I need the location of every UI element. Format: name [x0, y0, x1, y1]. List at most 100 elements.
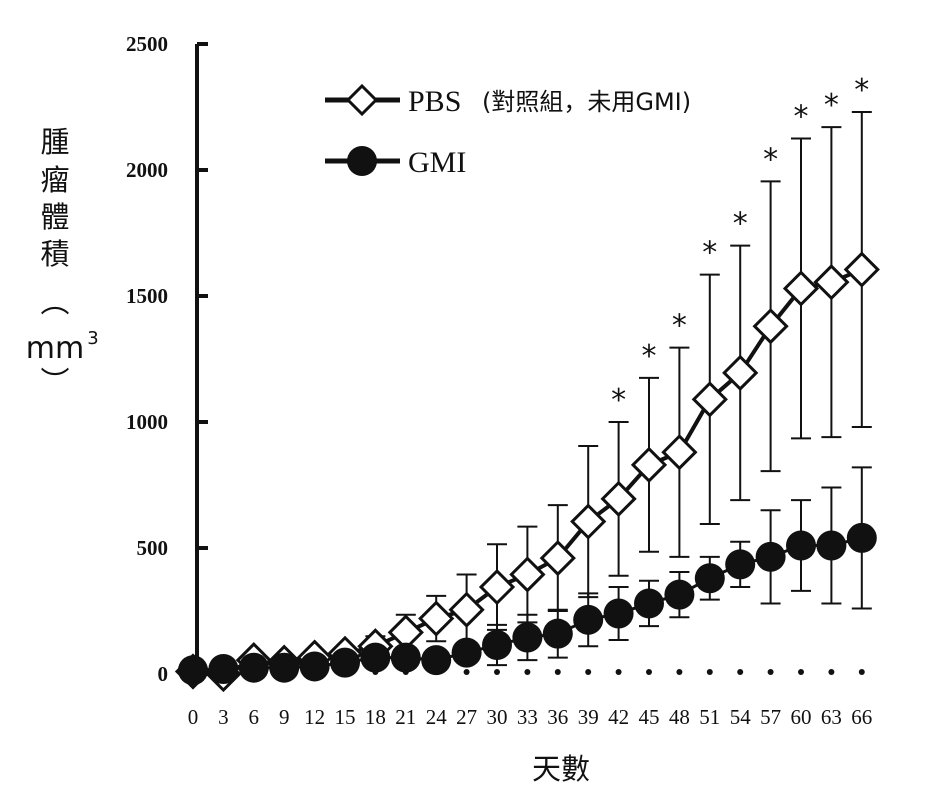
y-axis-title-char: 積 — [40, 237, 69, 271]
x-tick-mark — [554, 669, 561, 675]
data-point — [725, 549, 756, 580]
x-tick-mark — [676, 669, 683, 675]
x-tick-mark — [646, 669, 652, 675]
data-point — [448, 591, 485, 628]
x-tick-label: 36 — [547, 705, 568, 729]
significance-star: * — [672, 309, 687, 344]
x-tick-mark — [463, 669, 470, 675]
series-gmi — [178, 466, 877, 686]
data-point — [691, 381, 728, 418]
data-point — [755, 541, 786, 572]
data-point — [630, 446, 668, 483]
x-tick-mark — [767, 669, 774, 675]
data-point — [661, 434, 698, 471]
x-tick-label: 57 — [760, 705, 781, 729]
x-tick-label: 0 — [188, 705, 199, 729]
x-tick-mark — [737, 669, 744, 675]
x-axis: 0 3 6 9 12 15 18 21 24 27 30 33 36 39 42 45 48 51 54 57 60 63… — [188, 669, 872, 729]
x-tick-label: 48 — [669, 705, 690, 729]
y-axis-title-char: 3 — [87, 328, 98, 349]
significance-star: * — [702, 236, 717, 271]
data-point — [634, 588, 664, 619]
x-tick-label: 39 — [578, 705, 599, 729]
data-point — [816, 530, 847, 561]
y-axis-title-char: ︵ — [40, 285, 69, 319]
x-tick-label: 18 — [365, 705, 386, 729]
y-tick-label: 1000 — [126, 410, 168, 434]
y-axis-title-char: 腫 — [40, 125, 69, 159]
y-axis-title-char: 體 — [40, 200, 69, 234]
x-tick-mark — [828, 669, 835, 675]
legend: PBS (對照組，未用GMI) GMI — [325, 83, 691, 179]
data-point — [330, 647, 360, 678]
data-point — [782, 270, 820, 307]
x-tick-label: 63 — [821, 705, 842, 729]
legend-label-gmi: GMI — [408, 146, 466, 179]
x-tick-mark — [494, 669, 500, 675]
significance-star: * — [611, 383, 626, 418]
x-tick-label: 24 — [426, 705, 448, 729]
data-point — [418, 600, 455, 637]
x-tick-mark — [585, 669, 592, 675]
data-point — [478, 568, 516, 606]
data-point — [482, 630, 512, 661]
legend-note-pbs: (對照組，未用GMI) — [482, 88, 691, 116]
data-point — [390, 642, 421, 673]
x-tick-label: 3 — [218, 705, 229, 729]
data-point — [570, 503, 607, 540]
data-point — [512, 622, 543, 653]
legend-label-pbs: PBS — [408, 85, 461, 118]
x-tick-label: 15 — [335, 705, 356, 729]
x-tick-label: 60 — [791, 705, 812, 729]
data-point — [360, 642, 391, 673]
data-point — [694, 563, 725, 594]
data-point — [603, 598, 634, 629]
x-tick-label: 42 — [608, 705, 629, 729]
data-point — [846, 522, 877, 553]
data-point — [238, 652, 269, 683]
y-tick-label: 2000 — [126, 158, 168, 182]
data-point — [813, 264, 850, 301]
x-tick-mark — [524, 669, 531, 675]
data-point — [509, 556, 546, 593]
data-point — [542, 618, 573, 649]
significance-star: * — [794, 100, 809, 135]
x-tick-label: 12 — [304, 705, 325, 729]
significance-star: * — [642, 339, 657, 374]
data-point — [573, 604, 604, 635]
data-point — [600, 480, 637, 517]
y-tick-label: 0 — [158, 662, 169, 686]
x-tick-label: 45 — [639, 705, 660, 729]
x-tick-mark — [798, 669, 804, 675]
y-tick-label: 2500 — [126, 32, 168, 56]
x-axis-title: 天數 — [532, 752, 590, 786]
x-tick-label: 33 — [517, 705, 538, 729]
data-point — [451, 637, 482, 668]
data-point — [178, 655, 208, 686]
x-tick-label: 30 — [487, 705, 508, 729]
x-tick-label: 66 — [851, 705, 872, 729]
significance-markers: * * * * * * * * * — [611, 73, 869, 418]
x-tick-mark — [615, 669, 622, 675]
data-point — [786, 530, 816, 561]
x-tick-label: 54 — [730, 705, 752, 729]
y-axis-title-char: mm — [26, 331, 84, 366]
legend-marker-gmi — [347, 146, 377, 176]
y-tick-label: 1500 — [126, 284, 168, 308]
data-point — [843, 251, 880, 288]
data-point — [722, 354, 759, 391]
x-tick-mark — [858, 669, 865, 675]
y-tick-label: 500 — [137, 536, 169, 560]
data-point — [299, 651, 330, 682]
x-tick-label: 9 — [279, 705, 290, 729]
x-tick-label: 27 — [456, 705, 477, 729]
significance-star: * — [824, 88, 839, 123]
x-tick-mark — [706, 669, 713, 675]
data-point — [752, 308, 789, 345]
legend-marker-pbs — [345, 83, 379, 117]
y-axis: 0 500 1000 1500 2000 2500 — [126, 32, 208, 686]
x-tick-label: 6 — [249, 705, 260, 729]
data-point — [539, 539, 576, 577]
